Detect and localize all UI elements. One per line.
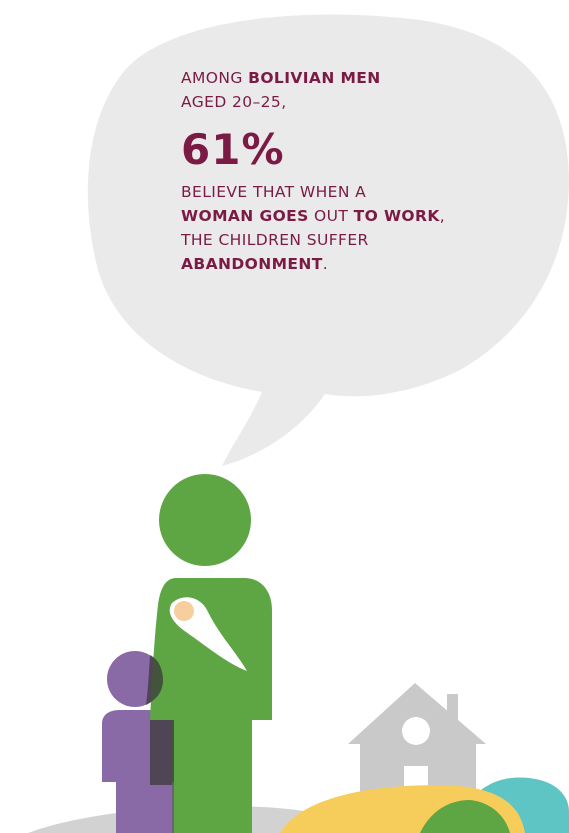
overlap-legs [172, 782, 174, 833]
statement-line-4: WOMAN GOES OUT TO WORK, [181, 204, 511, 228]
house-icon [348, 683, 486, 810]
hills-icon [280, 777, 569, 833]
statement-line-6: ABANDONMENT. [181, 252, 511, 276]
statistic-percentage: 61% [181, 125, 285, 174]
woman-icon [150, 474, 272, 833]
statement-line-4-end: , [439, 207, 446, 225]
statement-line-2: AGED 20–25, [181, 93, 287, 111]
overlap-shadow [146, 655, 174, 785]
statement-line-1: AMONG BOLIVIAN MEN [181, 66, 511, 90]
speech-bubble [87, 14, 569, 467]
statement-line-6-end: . [322, 255, 329, 273]
statement-line-3: BELIEVE THAT WHEN A [181, 183, 367, 201]
statement-line-4-bold-2: TO WORK [353, 207, 440, 225]
statement-text: AMONG BOLIVIAN MEN AGED 20–25, 61% BELIE… [181, 66, 511, 276]
house-window-icon [402, 717, 430, 745]
statement-line-4-bold-1: WOMAN GOES [181, 207, 309, 225]
statement-line-5: THE CHILDREN SUFFER [181, 231, 369, 249]
statement-line-1-bold: BOLIVIAN MEN [248, 69, 381, 87]
statement-line-1-plain: AMONG [181, 69, 249, 87]
statement-line-4-plain: OUT [308, 207, 354, 225]
baby-face-icon [174, 601, 194, 621]
statement-line-6-bold: ABANDONMENT [181, 255, 323, 273]
